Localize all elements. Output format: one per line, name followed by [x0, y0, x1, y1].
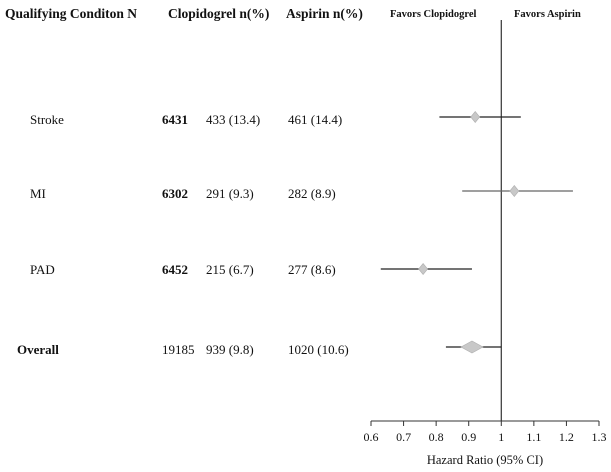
row-clopidogrel-stroke: 433 (13.4) [206, 112, 261, 127]
row-clopidogrel-mi: 291 (9.3) [206, 186, 254, 201]
row-clopidogrel-pad: 215 (6.7) [206, 262, 254, 277]
favors-clopidogrel-label: Favors Clopidogrel [390, 9, 477, 20]
x-tick-label: 1.2 [559, 430, 574, 444]
estimate-marker-mi [509, 185, 520, 197]
row-n-overall: 19185 [162, 342, 195, 357]
x-tick-label: 0.6 [364, 430, 379, 444]
estimate-marker-pad [418, 263, 429, 275]
header-clopidogrel: Clopidogrel n(%) [168, 6, 270, 21]
x-tick-label: 0.7 [396, 430, 411, 444]
x-tick-label: 1 [498, 430, 504, 444]
x-tick-label: 1.1 [526, 430, 541, 444]
header-aspirin: Aspirin n(%) [286, 6, 363, 21]
row-aspirin-overall: 1020 (10.6) [288, 342, 349, 357]
favors-aspirin-label: Favors Aspirin [514, 9, 581, 20]
header-condition: Qualifying Conditon N [5, 6, 138, 21]
estimate-marker-stroke [470, 111, 481, 123]
row-label-mi: MI [30, 186, 46, 201]
row-n-pad: 6452 [162, 262, 188, 277]
x-tick-label: 0.8 [429, 430, 444, 444]
row-aspirin-mi: 282 (8.9) [288, 186, 336, 201]
row-n-mi: 6302 [162, 186, 188, 201]
row-label-stroke: Stroke [30, 112, 64, 127]
x-tick-label: 0.9 [461, 430, 476, 444]
x-tick-label: 1.3 [592, 430, 607, 444]
row-clopidogrel-overall: 939 (9.8) [206, 342, 254, 357]
estimate-marker-overall [460, 340, 484, 354]
row-aspirin-stroke: 461 (14.4) [288, 112, 343, 127]
row-label-overall: Overall [17, 342, 59, 357]
row-n-stroke: 6431 [162, 112, 188, 127]
x-axis-title: Hazard Ratio (95% CI) [427, 453, 543, 467]
row-label-pad: PAD [30, 262, 55, 277]
row-aspirin-pad: 277 (8.6) [288, 262, 336, 277]
